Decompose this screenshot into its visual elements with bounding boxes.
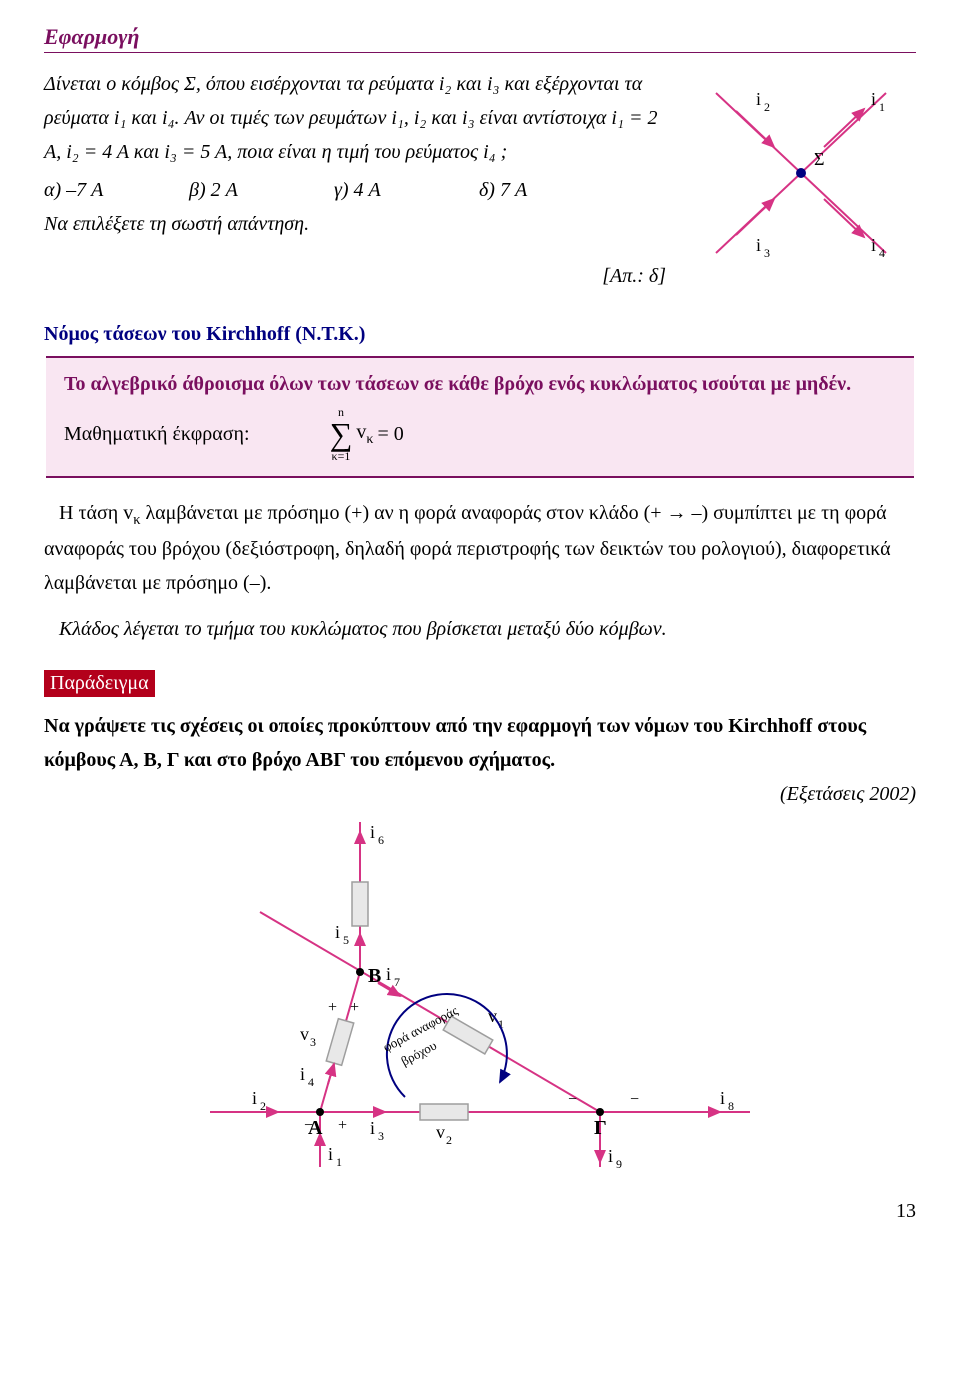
svg-text:i: i [386, 964, 391, 984]
svg-text:7: 7 [394, 975, 400, 989]
answer-label: [Απ.: δ] [44, 259, 676, 293]
svg-text:2: 2 [446, 1133, 452, 1147]
svg-text:i: i [720, 1088, 725, 1108]
explain-p2: Κλάδος λέγεται το τμήμα του κυκλώματος π… [44, 612, 916, 646]
svg-text:9: 9 [616, 1157, 622, 1171]
svg-text:−: − [630, 1091, 639, 1108]
choice-c: γ) 4 A [334, 173, 474, 207]
svg-text:i: i [756, 89, 761, 109]
application-text: Δίνεται ο κόμβος Σ, όπου εισέρχονται τα … [44, 67, 676, 293]
page-number: 13 [44, 1200, 916, 1223]
svg-text:Α: Α [308, 1117, 323, 1139]
intro-paragraph: Δίνεται ο κόμβος Σ, όπου εισέρχονται τα … [44, 67, 676, 169]
svg-text:3: 3 [764, 246, 770, 260]
ntk-title: Νόμος τάσεων του Kirchhoff (Ν.Τ.Κ.) [44, 323, 916, 346]
svg-text:i: i [252, 1088, 257, 1108]
svg-text:2: 2 [764, 100, 770, 114]
svg-text:1: 1 [879, 100, 885, 114]
svg-text:i: i [756, 235, 761, 255]
svg-text:i: i [871, 89, 876, 109]
choice-row: α) –7 A β) 2 A γ) 4 A δ) 7 A [44, 173, 676, 207]
svg-text:i: i [370, 822, 375, 842]
svg-text:2: 2 [260, 1099, 266, 1113]
law-math-row: Μαθηματική έκφραση: n ∑ κ=1 vκ = 0 [64, 406, 896, 462]
svg-text:+: + [338, 1117, 347, 1134]
svg-text:3: 3 [310, 1035, 316, 1049]
svg-text:i: i [370, 1118, 375, 1138]
circuit-diagram: i6 i5 i7 i4 i2 i1 i3 i8 i9 v3 v1 v2 + + … [44, 812, 916, 1172]
svg-text:4: 4 [879, 246, 885, 260]
example-tag: Παράδειγμα [44, 670, 155, 697]
svg-text:i: i [871, 235, 876, 255]
example-statement: Να γράψετε τις σχέσεις οι οποίες προκύπτ… [44, 709, 916, 777]
law-statement: Το αλγεβρικό άθροισμα όλων των τάσεων σε… [64, 368, 896, 400]
example-block: Παράδειγμα Να γράψετε τις σχέσεις οι οπο… [44, 658, 916, 806]
explain-p1: Η τάση vκ λαμβάνεται με πρόσημο (+) αν η… [44, 496, 916, 600]
svg-text:6: 6 [378, 833, 384, 847]
svg-text:i: i [335, 922, 340, 942]
svg-text:5: 5 [343, 933, 349, 947]
exam-year: (Εξετάσεις 2002) [44, 783, 916, 806]
svg-text:i: i [300, 1064, 305, 1084]
svg-text:+: + [350, 999, 359, 1016]
choice-d: δ) 7 A [479, 173, 619, 207]
svg-text:4: 4 [308, 1075, 314, 1089]
svg-text:v: v [300, 1024, 309, 1044]
sigma-label: Σ [814, 149, 824, 169]
svg-text:Β: Β [368, 965, 381, 987]
math-label: Μαθηματική έκφραση: [64, 423, 250, 446]
application-body: Δίνεται ο κόμβος Σ, όπου εισέρχονται τα … [44, 67, 916, 293]
svg-text:i: i [328, 1144, 333, 1164]
svg-text:+: + [328, 999, 337, 1016]
application-heading: Εφαρμογή [44, 24, 916, 53]
sigma-node-diagram: Σ i2 i1 i3 i4 [696, 73, 906, 279]
sum-expression: n ∑ κ=1 vκ = 0 [330, 406, 404, 462]
svg-text:i: i [608, 1146, 613, 1166]
svg-text:8: 8 [728, 1099, 734, 1113]
choice-b: β) 2 A [189, 173, 329, 207]
svg-text:−: − [568, 1091, 577, 1108]
svg-text:3: 3 [378, 1129, 384, 1143]
prompt-line: Να επιλέξετε τη σωστή απάντηση. [44, 207, 676, 241]
svg-text:v: v [436, 1122, 445, 1142]
svg-text:1: 1 [336, 1155, 342, 1169]
svg-text:Γ: Γ [594, 1117, 607, 1139]
choice-a: α) –7 A [44, 173, 184, 207]
law-box: Το αλγεβρικό άθροισμα όλων των τάσεων σε… [46, 356, 914, 478]
